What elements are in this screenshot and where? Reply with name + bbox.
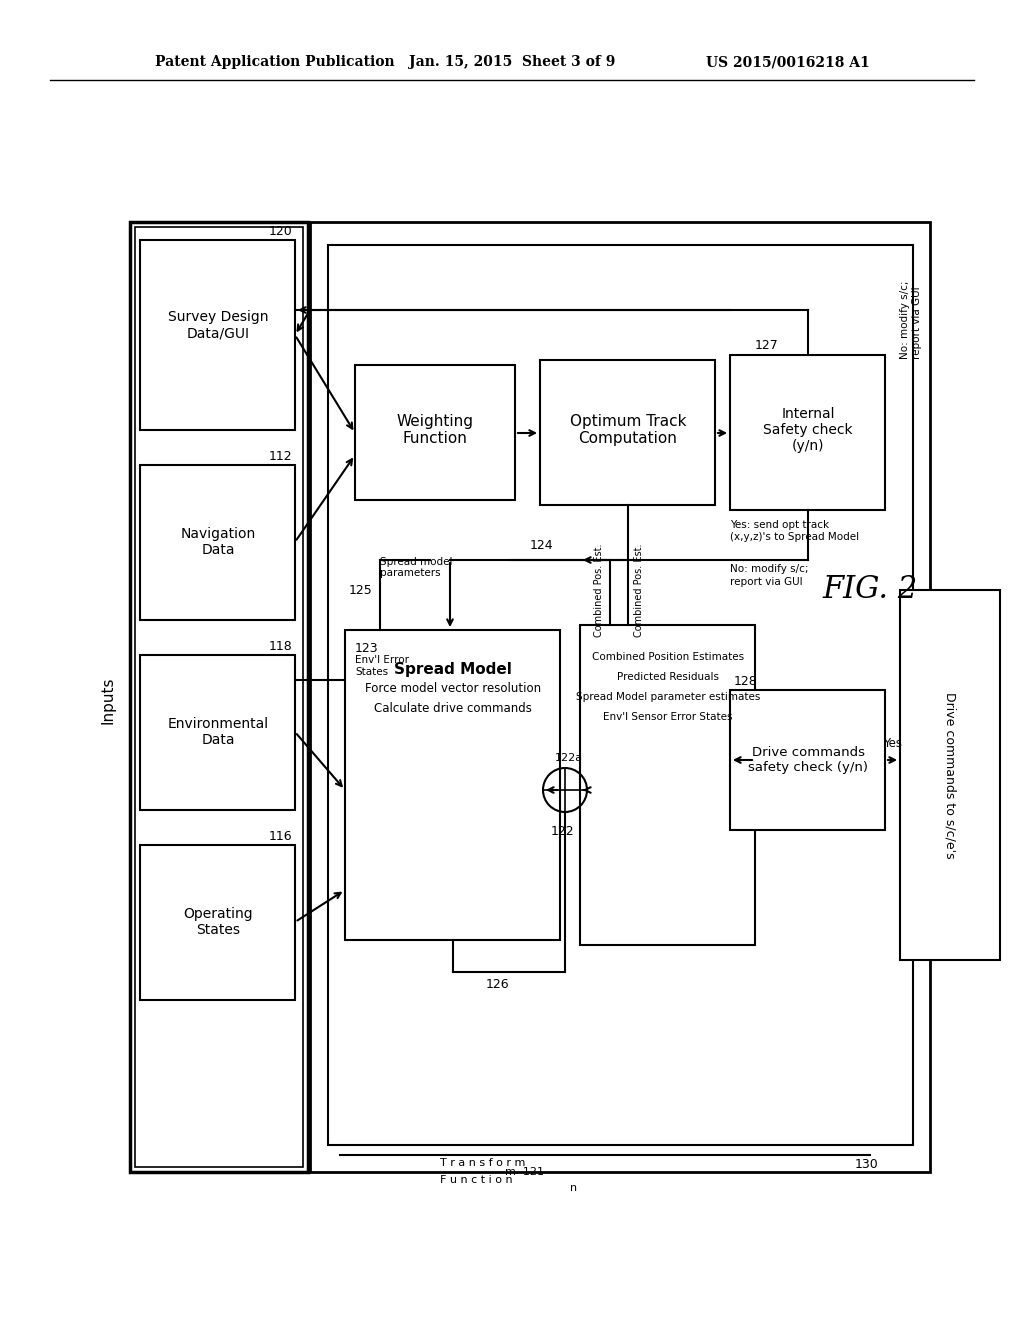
Text: (x,y,z)'s to Spread Model: (x,y,z)'s to Spread Model [730, 532, 859, 543]
Text: No: modify s/c;: No: modify s/c; [730, 564, 809, 574]
Text: 125: 125 [348, 583, 372, 597]
Text: Yes: send opt track: Yes: send opt track [730, 520, 829, 531]
Text: T r a n s f o r m: T r a n s f o r m [440, 1158, 525, 1168]
Text: F u n c t i o n: F u n c t i o n [440, 1175, 513, 1185]
Bar [135, 227, 303, 1167]
Text: Predicted Residuals: Predicted Residuals [617, 672, 719, 682]
Bar [310, 222, 930, 1172]
Text: parameters: parameters [380, 568, 440, 578]
Text: Spread Model: Spread Model [394, 663, 512, 677]
Text: Combined Pos. Est.: Combined Pos. Est. [634, 544, 644, 636]
Text: 127: 127 [755, 339, 778, 352]
Text: US 2015/0016218 A1: US 2015/0016218 A1 [707, 55, 870, 69]
Text: Drive commands
safety check (y/n): Drive commands safety check (y/n) [748, 746, 868, 774]
Text: Navigation
Data: Navigation Data [180, 527, 256, 557]
Text: Force model vector resolution: Force model vector resolution [365, 682, 541, 696]
Text: 116: 116 [268, 830, 292, 843]
Text: States: States [355, 667, 388, 677]
Text: Combined Pos. Est.: Combined Pos. Est. [594, 544, 604, 636]
Text: Env'l Error: Env'l Error [355, 655, 409, 665]
Text: Environmental
Data: Environmental Data [168, 717, 268, 747]
Text: Inputs: Inputs [100, 676, 116, 723]
Bar [140, 655, 295, 810]
Bar [355, 366, 515, 500]
Text: Combined Position Estimates: Combined Position Estimates [592, 652, 744, 663]
Text: FIG. 2: FIG. 2 [822, 574, 918, 606]
Text: report via GUI: report via GUI [730, 577, 803, 587]
Bar [140, 845, 295, 1001]
Text: 122: 122 [550, 825, 573, 838]
Text: 128: 128 [734, 675, 758, 688]
Text: Patent Application Publication: Patent Application Publication [155, 55, 394, 69]
Text: 130: 130 [855, 1158, 879, 1171]
Text: 120: 120 [268, 224, 292, 238]
Bar [730, 355, 885, 510]
Bar [328, 246, 913, 1144]
Text: Drive commands to s/c/e's: Drive commands to s/c/e's [943, 692, 956, 858]
Text: Yes: Yes [884, 737, 902, 750]
Text: Operating
States: Operating States [183, 907, 253, 937]
Text: m  121: m 121 [505, 1167, 544, 1177]
Text: Optimum Track
Computation: Optimum Track Computation [569, 413, 686, 446]
Text: Survey Design
Data/GUI: Survey Design Data/GUI [168, 310, 268, 341]
Text: n: n [570, 1183, 578, 1193]
Text: 122a: 122a [555, 752, 583, 763]
Text: 112: 112 [268, 450, 292, 463]
Text: 118: 118 [268, 640, 292, 653]
Bar [140, 240, 295, 430]
Text: Spread Model parameter estimates: Spread Model parameter estimates [575, 692, 760, 702]
Bar [540, 360, 715, 506]
Text: 123: 123 [355, 642, 379, 655]
Text: Internal
Safety check
(y/n): Internal Safety check (y/n) [763, 407, 853, 453]
Text: No: modify s/c;
report via GUI: No: modify s/c; report via GUI [900, 281, 922, 359]
Bar [730, 690, 885, 830]
Text: Spread model: Spread model [380, 557, 453, 568]
Bar [130, 222, 308, 1172]
Text: Jan. 15, 2015  Sheet 3 of 9: Jan. 15, 2015 Sheet 3 of 9 [409, 55, 615, 69]
Text: Calculate drive commands: Calculate drive commands [374, 702, 531, 715]
Text: Env'l Sensor Error States: Env'l Sensor Error States [603, 711, 733, 722]
Text: 124: 124 [530, 539, 554, 552]
Bar [345, 630, 560, 940]
Bar [140, 465, 295, 620]
Bar [580, 624, 755, 945]
Text: 126: 126 [485, 978, 509, 991]
Text: Weighting
Function: Weighting Function [396, 413, 473, 446]
Bar [900, 590, 1000, 960]
